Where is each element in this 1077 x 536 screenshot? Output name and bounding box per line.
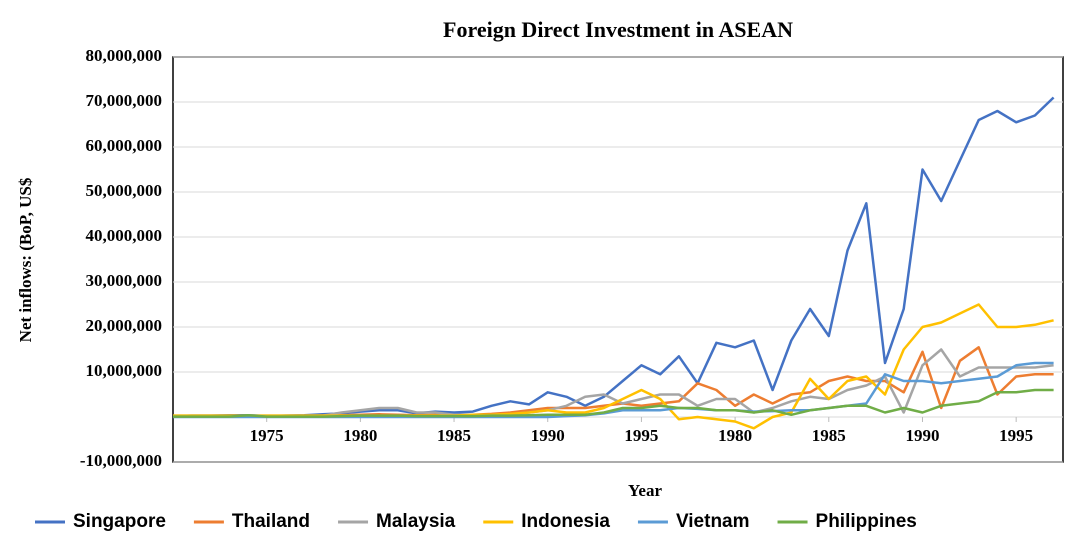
legend-label: Malaysia [376, 511, 456, 532]
y-tick-label: 80,000,000 [86, 46, 163, 65]
x-tick-label: 1985 [437, 426, 471, 445]
x-tick-label: 1980 [343, 426, 377, 445]
x-tick-label: 1985 [812, 426, 846, 445]
y-axis-label: Net inflows: (BoP, US$ [16, 177, 35, 342]
y-tick-label: 30,000,000 [86, 271, 163, 290]
legend-label: Philippines [816, 511, 917, 532]
x-tick-label: 1990 [905, 426, 939, 445]
legend-label: Singapore [73, 511, 166, 532]
x-tick-label: 1980 [718, 426, 752, 445]
legend-label: Vietnam [676, 511, 750, 532]
x-tick-label: 1975 [250, 426, 284, 445]
x-tick-label: 1995 [999, 426, 1033, 445]
legend-label: Indonesia [521, 511, 610, 532]
y-tick-label: 50,000,000 [86, 181, 163, 200]
y-tick-label: 40,000,000 [86, 226, 163, 245]
legend-label: Thailand [232, 511, 310, 532]
x-axis-label: Year [628, 481, 662, 500]
y-tick-label: -10,000,000 [80, 451, 162, 470]
chart-title: Foreign Direct Investment in ASEAN [443, 17, 793, 42]
y-tick-label: 60,000,000 [86, 136, 163, 155]
y-tick-label: 10,000,000 [86, 361, 163, 380]
series-line [173, 388, 1054, 418]
y-tick-label: 70,000,000 [86, 91, 163, 110]
x-tick-label: 1990 [531, 426, 565, 445]
x-tick-label: 1995 [624, 426, 658, 445]
y-tick-label: 20,000,000 [86, 316, 163, 335]
